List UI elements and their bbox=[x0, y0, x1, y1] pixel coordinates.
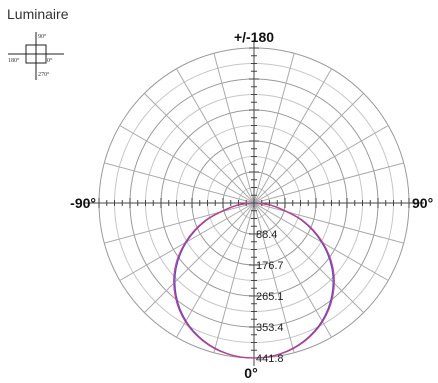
ring-label: 265.1 bbox=[256, 291, 284, 303]
grid-spoke bbox=[176, 68, 255, 204]
polar-grid bbox=[84, 40, 424, 366]
angle-label-left: -90° bbox=[70, 195, 96, 211]
grid-spoke bbox=[119, 125, 255, 204]
grid-spoke bbox=[144, 93, 255, 204]
axis-ticks bbox=[98, 47, 410, 359]
grid-spoke bbox=[253, 93, 364, 204]
grid-spoke bbox=[253, 53, 295, 204]
grid-spoke bbox=[213, 202, 255, 353]
chart-title: Luminaire bbox=[7, 6, 69, 22]
grid-spoke bbox=[213, 53, 255, 204]
grid-spoke bbox=[253, 125, 389, 204]
grid-spoke bbox=[253, 202, 364, 313]
angle-label-right: 90° bbox=[412, 195, 433, 211]
ring-label: 441.8 bbox=[256, 353, 284, 365]
grid-spoke bbox=[104, 162, 255, 204]
angle-label-top: +/-180 bbox=[234, 29, 274, 45]
grid-spoke bbox=[253, 202, 295, 353]
ring-labels: 88.4 176.7 265.1 353.4 441.8 bbox=[256, 229, 284, 365]
intensity-curves bbox=[173, 202, 335, 359]
grid-spoke bbox=[176, 202, 255, 338]
icon-label-right: 0° bbox=[47, 57, 53, 64]
ring-label: 88.4 bbox=[256, 229, 277, 241]
grid-spoke bbox=[253, 162, 404, 204]
luminaire-orientation-icon: 90° 180° 0° 270° bbox=[8, 32, 64, 80]
grid-spoke bbox=[253, 202, 332, 338]
icon-label-top: 90° bbox=[38, 33, 47, 40]
grid-spoke bbox=[253, 68, 332, 204]
intensity-curve-2 bbox=[173, 202, 335, 359]
icon-label-left: 180° bbox=[8, 57, 20, 64]
grid-spoke bbox=[104, 202, 255, 244]
grid-spoke bbox=[253, 202, 404, 244]
ring-label: 353.4 bbox=[256, 322, 284, 334]
ring-label: 176.7 bbox=[256, 260, 284, 272]
grid-spoke bbox=[144, 202, 255, 313]
icon-label-bottom: 270° bbox=[38, 71, 50, 78]
angle-label-bottom: 0° bbox=[244, 365, 257, 381]
